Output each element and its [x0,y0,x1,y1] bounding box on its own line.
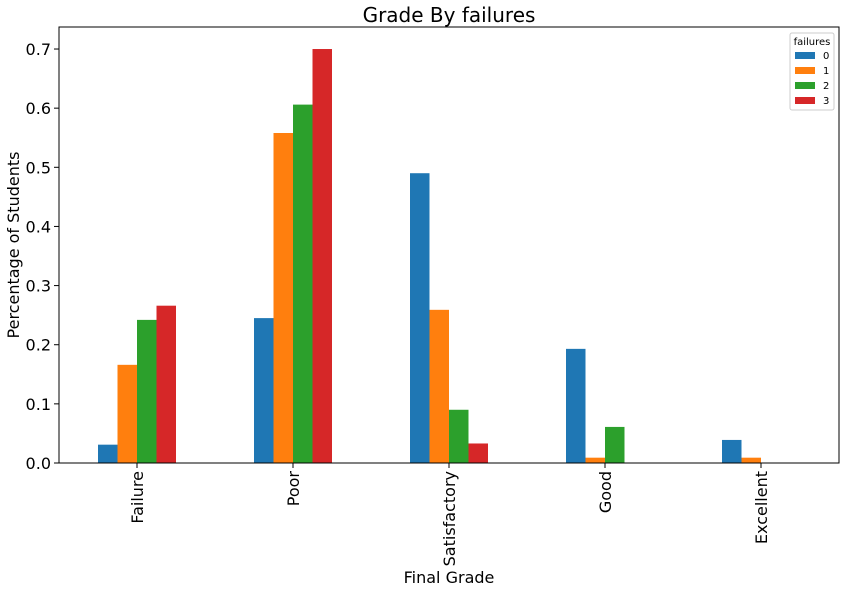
y-tick-label: 0.4 [26,217,51,236]
plot-area: 0.0 0.1 0.2 0.3 0.4 0.5 0.6 0.7 Failure Poor Satis… [26,26,840,566]
y-tick-label: 0.5 [26,158,51,177]
x-tick-label-good: Good [596,471,615,513]
bar-series-2-satisfactory [449,409,469,463]
x-tick-label-failure: Failure [128,471,147,524]
x-tick-label-poor: Poor [284,471,303,507]
y-tick-label: 0.7 [26,40,51,59]
bar-series-1-excellent [741,457,761,463]
chart-title: Grade By failures [363,3,536,27]
bar-series-0-good [566,348,586,463]
legend-label-0: 0 [823,51,829,62]
x-axis-label: Final Grade [404,568,495,587]
bar-series-2-failure [137,319,157,463]
y-axis-label: Percentage of Students [4,152,23,339]
bar-series-3-poor [312,49,332,464]
y-tick-label: 0.2 [26,336,51,355]
y-tick-label: 0.6 [26,99,51,118]
bar-series-0-poor [254,318,274,463]
legend: failures 0 1 2 3 [789,32,835,111]
legend-swatch-0 [795,52,815,59]
bar-series-2-poor [293,104,313,464]
y-tick-label: 0.1 [26,395,51,414]
bar-series-3-satisfactory [468,443,488,463]
y-tick-label: 0.3 [26,277,51,296]
bar-series-1-failure [117,364,137,463]
legend-swatch-1 [795,67,815,74]
y-tick-label: 0.0 [26,454,51,473]
legend-label-2: 2 [823,81,829,92]
bar-series-1-poor [273,133,293,463]
legend-swatch-3 [795,97,815,104]
legend-title: failures [794,37,831,48]
x-tick-label-satisfactory: Satisfactory [440,471,459,566]
legend-swatch-2 [795,82,815,89]
bar-series-1-satisfactory [429,309,449,463]
x-tick-label-excellent: Excellent [752,471,771,544]
bar-series-0-failure [98,444,118,463]
bar-series-1-good [585,457,605,463]
bar-series-0-excellent [722,439,742,463]
legend-label-1: 1 [823,66,829,77]
bar-series-0-satisfactory [410,173,430,463]
bar-series-2-good [605,426,625,463]
legend-label-3: 3 [823,96,829,107]
bar-series-3-failure [156,305,176,463]
